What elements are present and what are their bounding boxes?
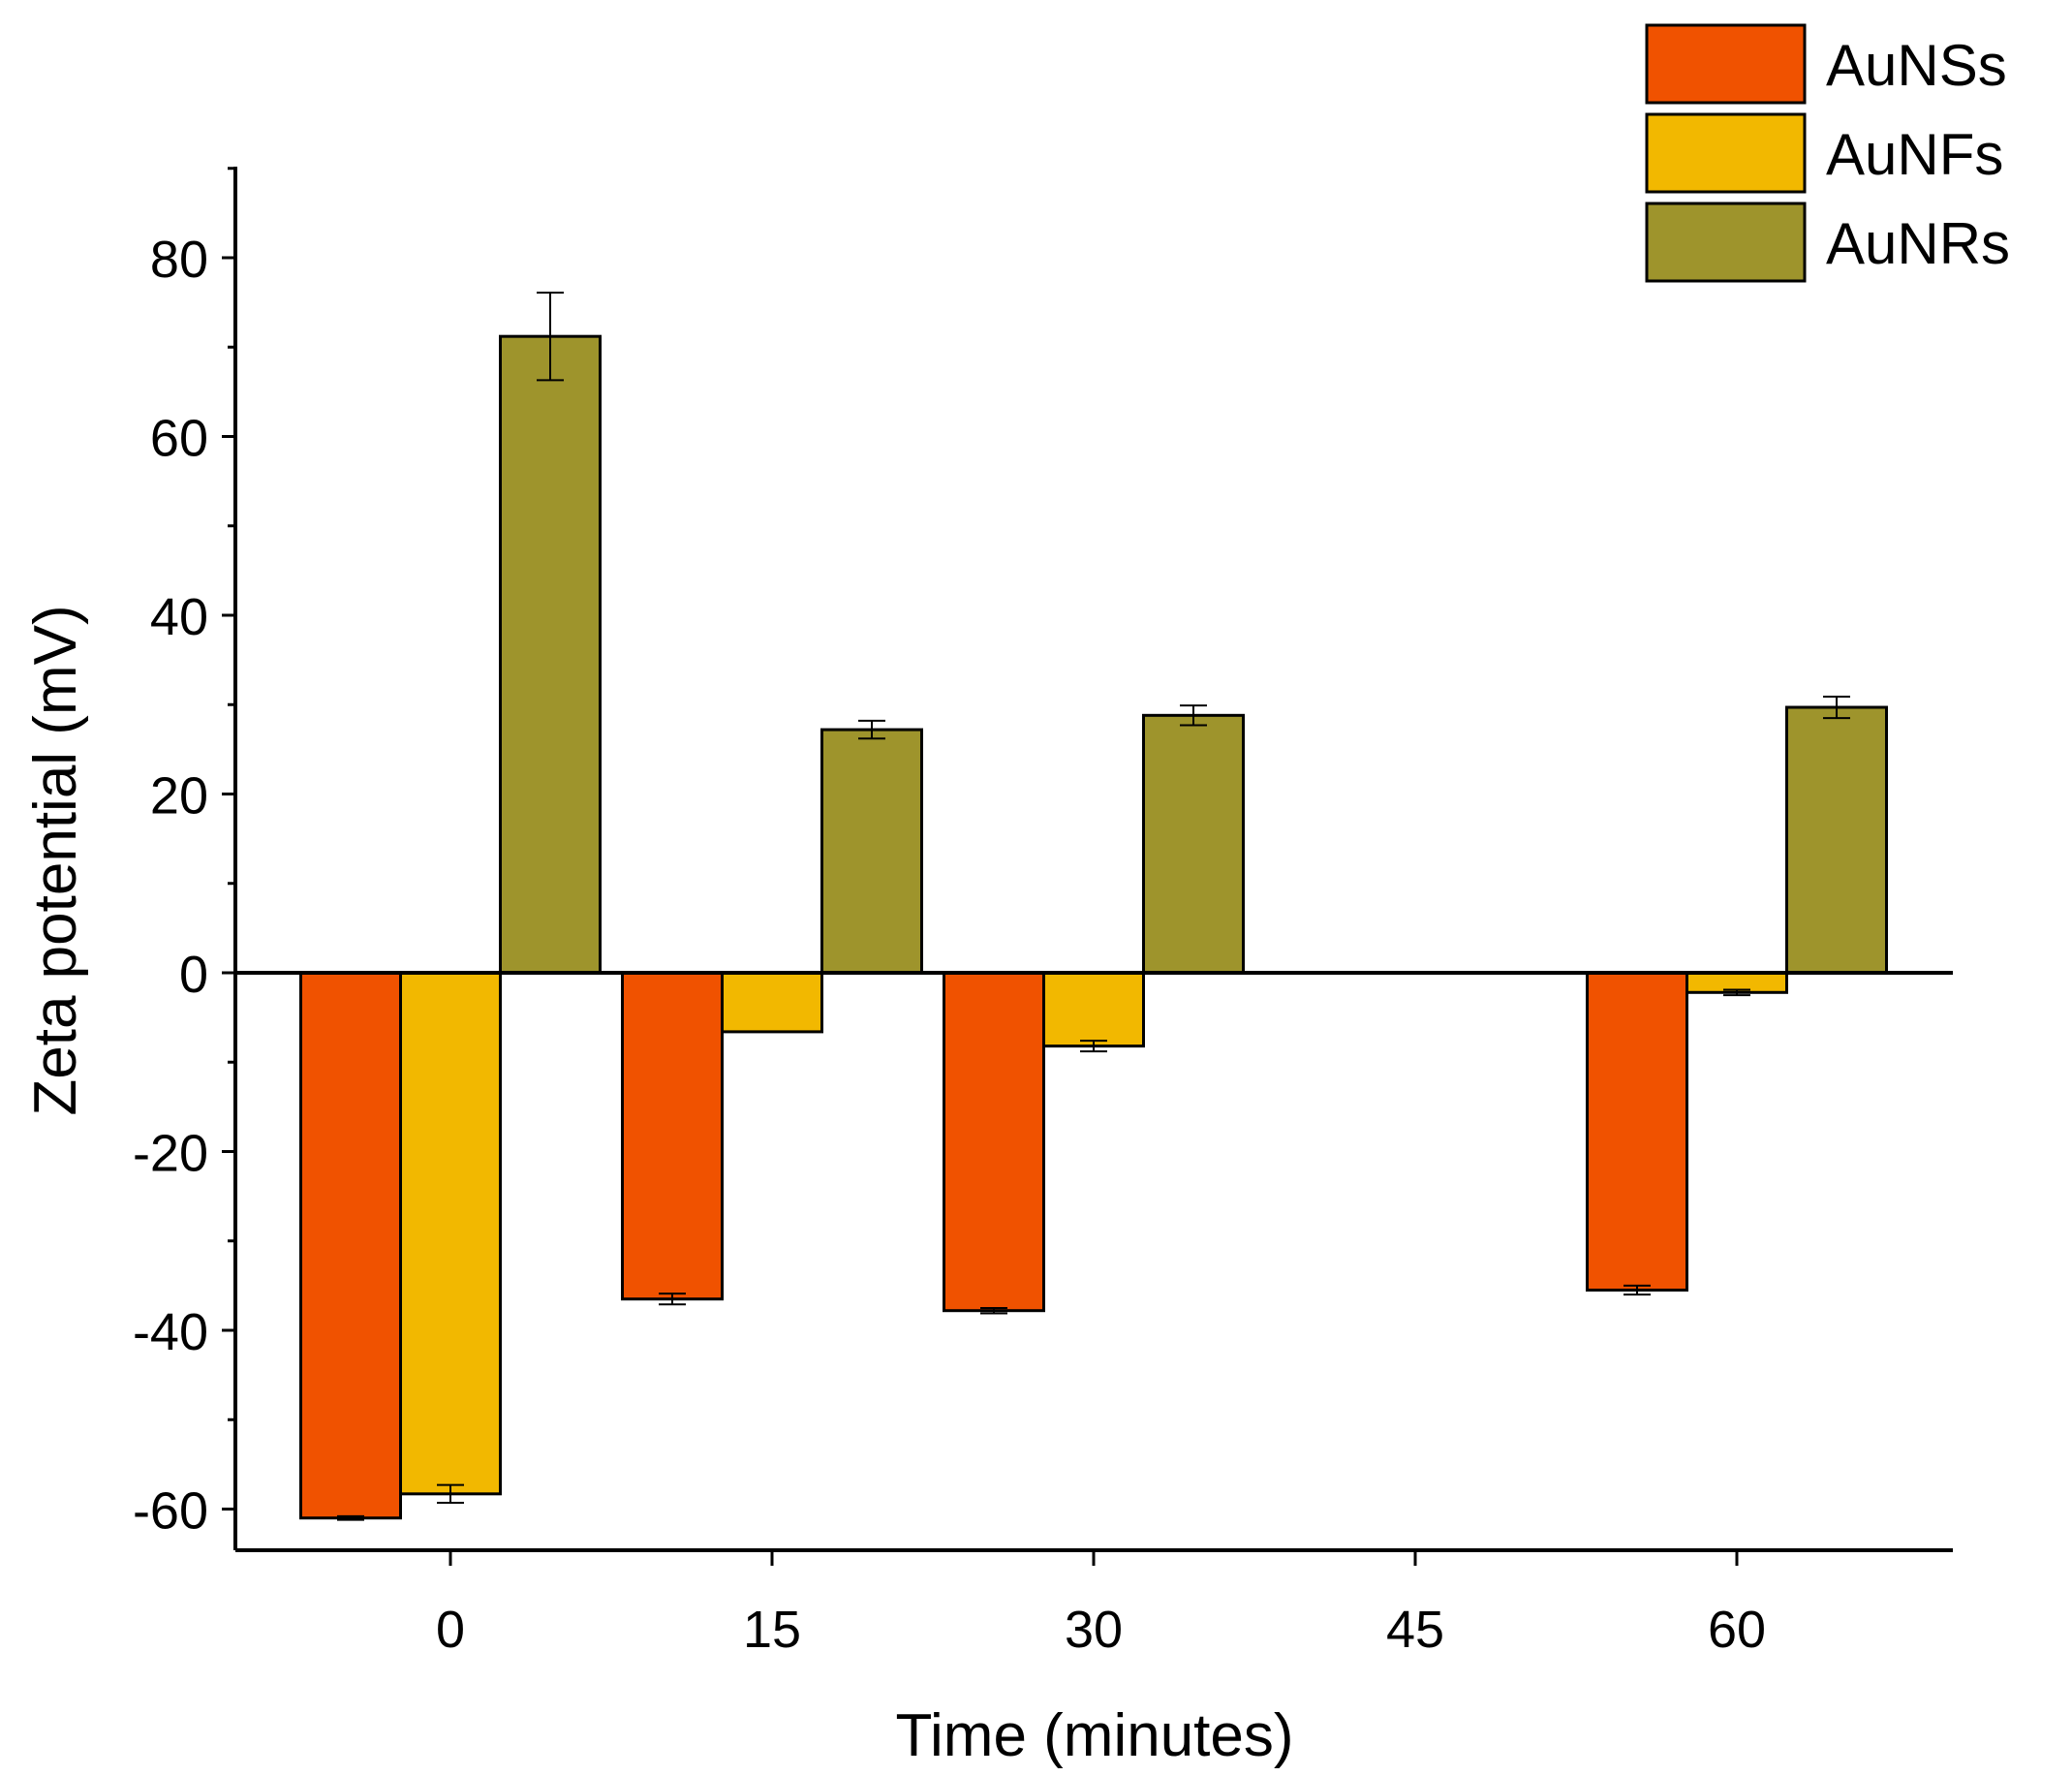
axes [222,167,1953,1566]
bar-aunrs-15 [820,728,923,975]
bar-aunrs-60 [1785,705,1888,975]
error-bar-aunss-60 [1624,1284,1651,1296]
bar-aunss-60 [1586,971,1688,1292]
bar-aunfs-0 [399,971,502,1496]
x-tick-label: 60 [1708,1601,1766,1659]
bar-aunss-0 [299,971,402,1520]
error-bar-aunss-15 [659,1293,686,1306]
legend-item-aunrs: AuNRs [1645,202,2010,283]
legend-label: AuNSs [1826,33,2007,98]
legend: AuNSs AuNFs AuNRs [1645,23,2010,283]
y-tick-label: 20 [150,767,208,826]
legend-swatch [1645,112,1807,194]
x-tick-label: 30 [1065,1601,1123,1659]
tick-labels: 80 60 40 20 0 -20 -40 -60 0 15 30 45 60 [133,231,1766,1659]
y-tick-label: 40 [150,588,208,646]
y-tick-label: -40 [133,1303,208,1361]
legend-label: AuNRs [1826,211,2010,276]
y-tick-label: -20 [133,1125,208,1183]
error-bar-aunfs-0 [437,1483,464,1505]
y-tick-label: 60 [150,410,208,468]
legend-swatch [1645,23,1807,105]
bar-aunss-30 [943,971,1045,1313]
error-bar-aunss-30 [980,1306,1007,1315]
error-bar-aunrs-30 [1180,704,1207,727]
bars [299,334,1888,1520]
y-tick-label: 80 [150,231,208,289]
error-bar-aunrs-60 [1823,695,1850,720]
legend-item-aunfs: AuNFs [1645,112,2003,194]
bar-aunfs-30 [1042,971,1145,1048]
error-bars [337,291,1850,1521]
error-bar-aunfs-60 [1723,988,1750,997]
bar-aunrs-0 [499,334,602,975]
x-tick-label: 0 [436,1601,465,1659]
error-bar-aunss-0 [337,1514,364,1521]
error-bar-aunrs-0 [537,291,564,382]
legend-item-aunss: AuNSs [1645,23,2007,105]
x-tick-label: 45 [1386,1601,1444,1659]
error-bar-aunfs-30 [1080,1040,1107,1053]
y-tick-label: 0 [179,946,208,1004]
bar-aunrs-30 [1142,713,1245,975]
bar-aunss-15 [621,971,724,1301]
legend-swatch [1645,202,1807,283]
error-bar-aunrs-15 [858,719,885,740]
legend-label: AuNFs [1826,122,2003,187]
x-tick-label: 15 [743,1601,801,1659]
y-axis-label: Zeta potential (mV) [22,605,89,1115]
bar-aunfs-15 [721,971,823,1034]
y-tick-label: -60 [133,1482,208,1541]
x-axis-label: Time (minutes) [895,1702,1293,1769]
